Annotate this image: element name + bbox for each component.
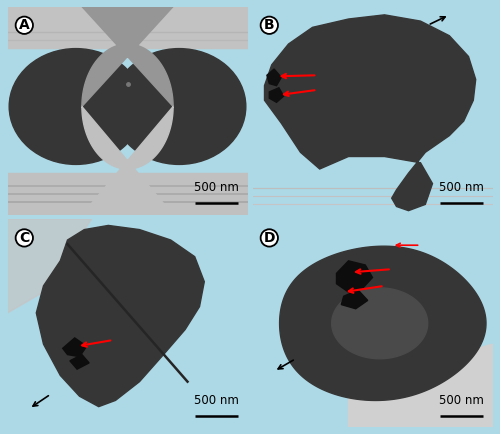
Polygon shape xyxy=(264,15,476,210)
Text: D: D xyxy=(264,231,275,245)
Polygon shape xyxy=(82,106,173,215)
Text: A: A xyxy=(19,18,30,32)
Circle shape xyxy=(9,49,142,164)
Polygon shape xyxy=(36,225,204,407)
Bar xyxy=(8,173,248,215)
Polygon shape xyxy=(76,85,179,127)
Polygon shape xyxy=(342,290,367,309)
Polygon shape xyxy=(267,69,281,85)
Polygon shape xyxy=(336,261,372,292)
Circle shape xyxy=(112,49,246,164)
Polygon shape xyxy=(280,246,486,401)
Text: C: C xyxy=(19,231,30,245)
Text: B: B xyxy=(264,18,274,32)
Text: 500 nm: 500 nm xyxy=(194,181,238,194)
Text: 500 nm: 500 nm xyxy=(194,394,238,407)
Polygon shape xyxy=(348,344,492,427)
Text: 500 nm: 500 nm xyxy=(439,181,484,194)
Polygon shape xyxy=(70,355,89,369)
Polygon shape xyxy=(8,219,91,313)
Bar xyxy=(8,7,248,48)
Polygon shape xyxy=(82,7,173,106)
Polygon shape xyxy=(62,338,86,357)
Polygon shape xyxy=(332,288,428,359)
Polygon shape xyxy=(270,88,283,102)
Text: 500 nm: 500 nm xyxy=(439,394,484,407)
